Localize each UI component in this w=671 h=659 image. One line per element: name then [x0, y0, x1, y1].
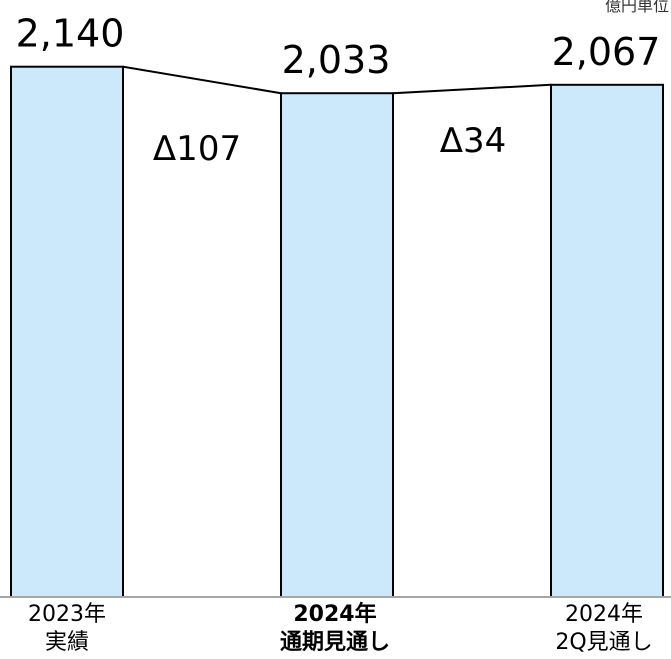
bar [10, 65, 124, 598]
connector-line [392, 83, 552, 95]
category-label: 2023年 [28, 602, 106, 627]
category-label: 2024年 [293, 601, 376, 627]
data-label: 2,067 [552, 30, 661, 74]
data-label: 2,033 [282, 38, 391, 82]
bar [550, 83, 664, 598]
difference-label: Δ107 [153, 129, 241, 169]
category-label: 2Q見通し [555, 630, 652, 655]
unit-note: 億円単位 [604, 0, 669, 15]
bar [280, 92, 394, 599]
category-label: 通期見通し [280, 630, 390, 655]
difference-label: Δ34 [440, 121, 507, 161]
category-label: 実績 [45, 630, 89, 655]
data-label: 2,140 [16, 12, 125, 56]
category-label: 2024年 [565, 602, 643, 627]
connector-line [122, 65, 282, 95]
